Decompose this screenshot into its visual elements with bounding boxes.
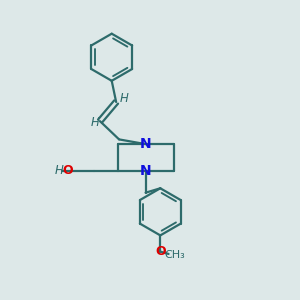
Text: N: N	[140, 137, 152, 151]
Text: O: O	[155, 245, 166, 258]
Text: H: H	[120, 92, 129, 105]
Text: O: O	[63, 164, 74, 177]
Text: N: N	[140, 164, 152, 178]
Text: H: H	[90, 116, 99, 129]
Text: CH₃: CH₃	[164, 250, 185, 260]
Text: H: H	[54, 164, 63, 177]
